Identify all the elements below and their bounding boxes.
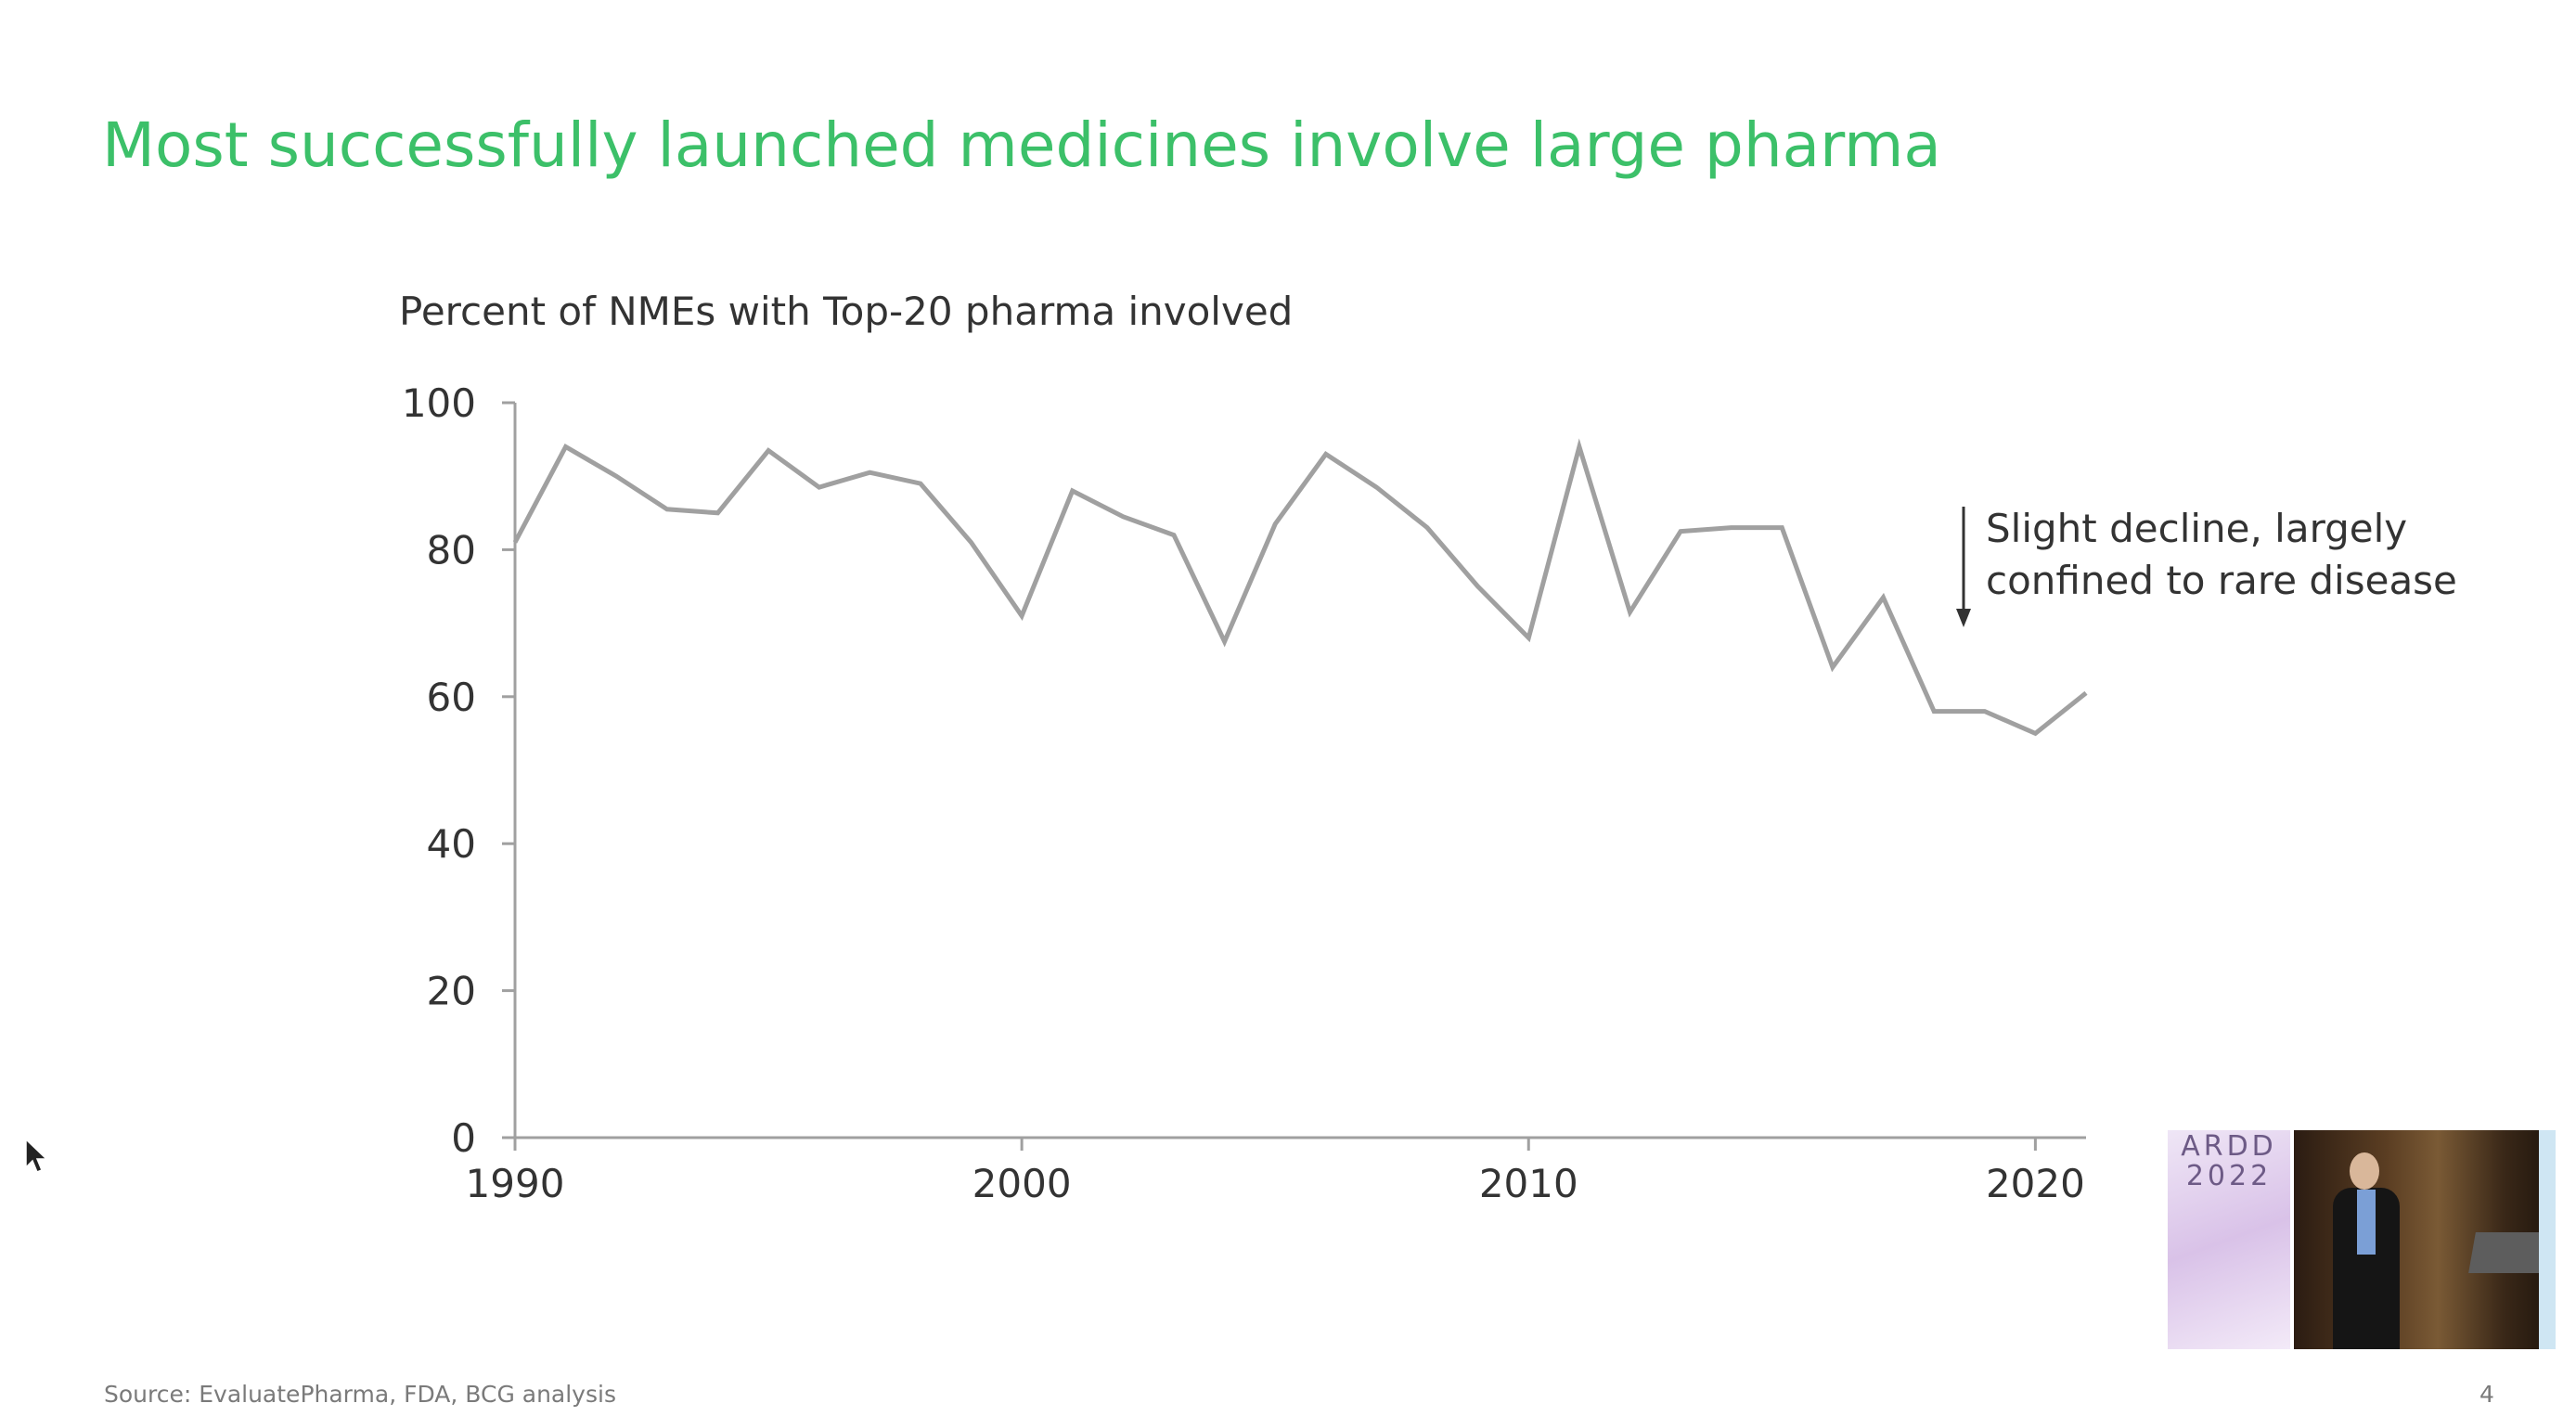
y-tick-label: 100 [402,380,476,426]
x-tick-label: 2010 [1479,1161,1578,1206]
event-logo-panel: ARDD 2022 [2168,1130,2290,1349]
series-group [512,438,2088,737]
y-tick-label: 20 [427,969,476,1014]
speaker-video [2294,1130,2556,1349]
annotation-line-2: confined to rare disease [1986,558,2457,603]
y-axis: 0 20 40 60 80 100 [402,380,517,1161]
annotation: Slight decline, largely confined to rare… [1956,506,2457,627]
chart-subtitle: Percent of NMEs with Top-20 pharma invol… [399,289,1293,334]
y-tick-label: 60 [427,675,476,720]
stage-edge [2539,1130,2556,1349]
speaker-video-overlay: ARDD 2022 [2168,1130,2556,1349]
y-tick-label: 80 [427,527,476,573]
series-line-0 [512,438,2088,737]
slide-number: 4 [2479,1381,2494,1408]
speaker-shirt [2357,1190,2376,1255]
source-note: Source: EvaluatePharma, FDA, BCG analysi… [104,1381,616,1408]
slide-title: Most successfully launched medicines inv… [102,109,1941,181]
x-tick-label: 1990 [466,1161,565,1206]
x-tick-label: 2000 [972,1161,1072,1206]
speaker-head [2350,1152,2379,1190]
annotation-line-1: Slight decline, largely [1986,506,2407,551]
event-logo: ARDD 2022 [2181,1130,2277,1192]
x-tick-label: 2020 [1986,1161,2085,1206]
y-tick-label: 0 [451,1115,476,1161]
x-axis: 1990 2000 2010 2020 [466,1136,2086,1206]
annotation-arrow-icon [1956,609,1971,627]
laptop-icon [2468,1232,2548,1273]
y-tick-label: 40 [427,821,476,867]
mouse-cursor-icon [25,1138,48,1173]
